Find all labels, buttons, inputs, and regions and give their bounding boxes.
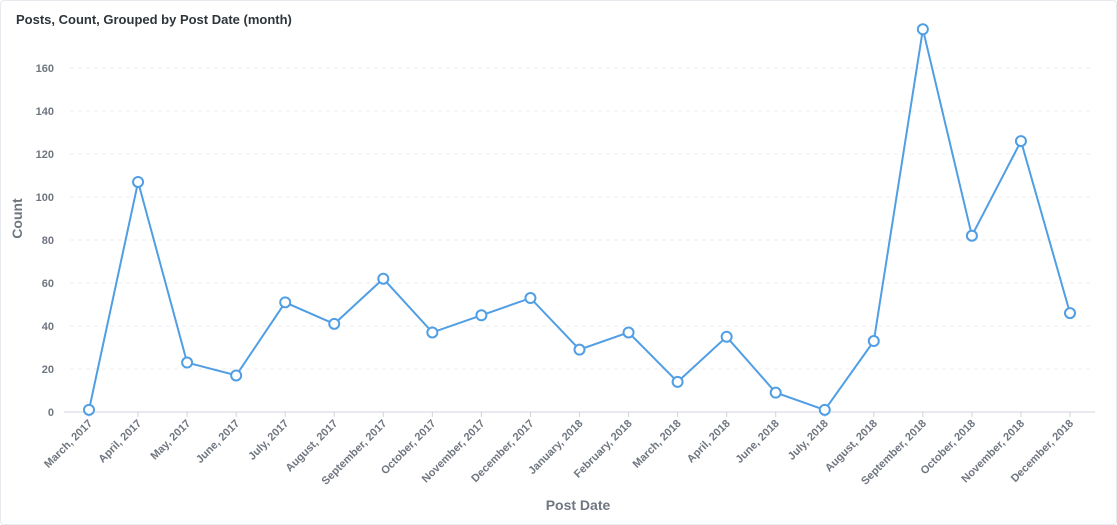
data-point[interactable] [133, 177, 143, 187]
y-tick-label: 80 [42, 235, 54, 247]
data-point[interactable] [1016, 136, 1026, 146]
x-tick-label: April, 2017 [96, 418, 144, 466]
x-tick-label: June, 2018 [734, 418, 782, 466]
y-axis-ticks: 0 20 40 60 80 100 120 140 160 [36, 63, 54, 419]
y-tick-label: 140 [36, 106, 54, 118]
data-point[interactable] [624, 327, 634, 337]
data-point[interactable] [280, 297, 290, 307]
data-point[interactable] [1065, 308, 1075, 318]
data-point[interactable] [918, 24, 928, 34]
data-point[interactable] [575, 345, 585, 355]
data-point[interactable] [476, 310, 486, 320]
data-point[interactable] [820, 405, 830, 415]
data-point[interactable] [231, 370, 241, 380]
data-point[interactable] [869, 336, 879, 346]
data-point[interactable] [673, 377, 683, 387]
x-tick-label: April, 2018 [685, 418, 733, 466]
y-tick-label: 20 [42, 364, 54, 376]
x-tick-label: March, 2018 [631, 418, 684, 471]
data-point[interactable] [182, 358, 192, 368]
data-points [84, 24, 1075, 415]
data-point[interactable] [771, 388, 781, 398]
x-tick-label: June, 2017 [194, 418, 242, 466]
y-tick-label: 160 [36, 63, 54, 75]
data-point[interactable] [525, 293, 535, 303]
data-point[interactable] [722, 332, 732, 342]
y-tick-label: 100 [36, 192, 54, 204]
x-tick-label: July, 2018 [786, 418, 831, 463]
x-axis-ticks: March, 2017 April, 2017 May, 2017 June, 201… [42, 412, 1076, 488]
y-tick-label: 0 [48, 407, 54, 419]
x-tick-label: March, 2017 [42, 418, 95, 471]
gridlines [70, 68, 1090, 369]
y-axis-title: Count [9, 198, 25, 239]
y-tick-label: 120 [36, 149, 54, 161]
y-tick-label: 60 [42, 278, 54, 290]
data-point[interactable] [967, 231, 977, 241]
x-tick-label: May, 2017 [149, 418, 194, 463]
data-point[interactable] [84, 405, 94, 415]
data-point[interactable] [378, 274, 388, 284]
x-tick-label: July, 2017 [246, 418, 291, 463]
x-axis-title: Post Date [546, 497, 611, 513]
data-point[interactable] [427, 327, 437, 337]
data-point[interactable] [329, 319, 339, 329]
y-tick-label: 40 [42, 321, 54, 333]
